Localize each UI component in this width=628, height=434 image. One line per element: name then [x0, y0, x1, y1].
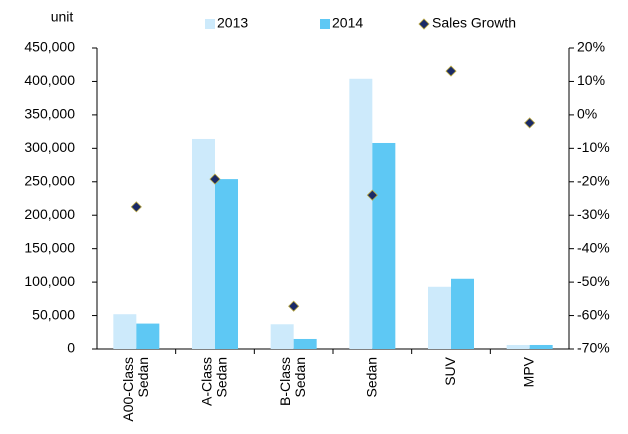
- y-tick-label: 50,000: [32, 306, 75, 322]
- x-tick-label: A00-ClassSedan: [120, 357, 151, 422]
- bar: [192, 138, 215, 349]
- legend-swatch: [205, 19, 215, 29]
- legend-label: Sales Growth: [432, 15, 516, 31]
- growth-marker: [445, 65, 457, 77]
- y2-tick-label: -70%: [577, 340, 610, 356]
- y2-tick-label: -20%: [577, 172, 610, 188]
- y-tick-label: 200,000: [24, 206, 75, 222]
- growth-marker: [366, 189, 378, 201]
- bar: [136, 323, 160, 349]
- bar: [428, 286, 451, 349]
- y2-tick-label: 10%: [577, 72, 605, 88]
- y-axis-label: unit: [51, 9, 74, 25]
- bar: [293, 338, 317, 349]
- bar: [270, 324, 294, 349]
- y2-tick-label: -60%: [577, 306, 610, 322]
- y-tick-label: 300,000: [24, 139, 75, 155]
- growth-marker: [288, 300, 300, 312]
- legend-label: 2013: [217, 15, 248, 31]
- x-tick-label: SUV: [442, 356, 458, 385]
- x-tick-label: B-ClassSedan: [277, 357, 308, 406]
- y2-tick-label: -40%: [577, 239, 610, 255]
- y2-tick-label: -50%: [577, 273, 610, 289]
- y-tick-label: 350,000: [24, 106, 75, 122]
- bar: [372, 142, 396, 349]
- y2-tick-label: -10%: [577, 139, 610, 155]
- y-tick-label: 400,000: [24, 72, 75, 88]
- legend-label: 2014: [332, 15, 363, 31]
- y-tick-label: 450,000: [24, 39, 75, 55]
- y-tick-label: 100,000: [24, 273, 75, 289]
- y-tick-label: 0: [67, 340, 75, 356]
- x-tick-label: MPV: [520, 356, 536, 387]
- growth-marker: [130, 201, 142, 213]
- bar: [113, 314, 137, 349]
- bar: [506, 344, 530, 349]
- y-tick-label: 250,000: [24, 172, 75, 188]
- y2-tick-label: 0%: [577, 106, 597, 122]
- growth-marker: [209, 173, 221, 185]
- bar: [349, 78, 373, 349]
- growth-marker: [524, 117, 536, 129]
- y2-tick-label: 20%: [577, 39, 605, 55]
- bar: [215, 179, 238, 349]
- x-tick-label: Sedan: [363, 357, 379, 397]
- x-tick-label: A-ClassSedan: [198, 357, 229, 406]
- bar: [451, 278, 474, 349]
- y2-tick-label: -30%: [577, 206, 610, 222]
- y-tick-label: 150,000: [24, 239, 75, 255]
- bar: [529, 344, 553, 349]
- legend-swatch: [320, 19, 330, 29]
- legend-marker: [418, 18, 430, 30]
